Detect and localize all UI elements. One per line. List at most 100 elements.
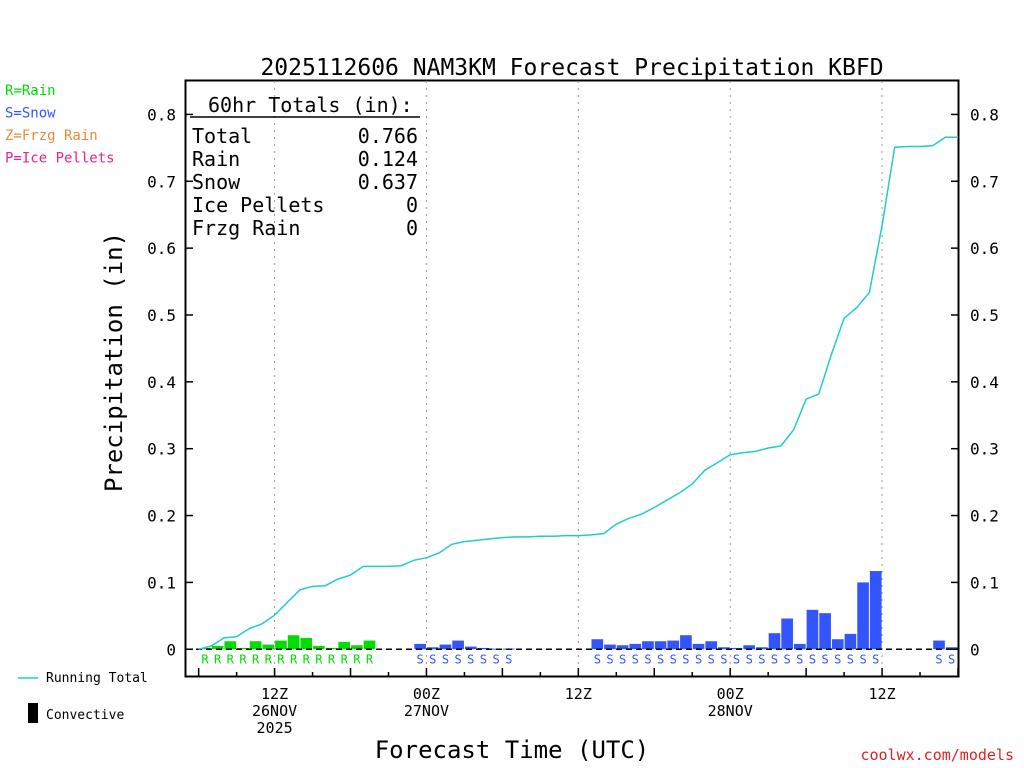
- convective-legend-label: Convective: [46, 708, 124, 723]
- type-marker-hour-44: S: [746, 652, 753, 666]
- type-marker-hour-40: S: [695, 652, 702, 666]
- type-marker-hour-14: R: [366, 652, 374, 666]
- totals-label-ice-pellets: Ice Pellets: [192, 193, 324, 217]
- bar-hour-20: [439, 644, 452, 650]
- y-tick-label-left-0.7: 0.7: [147, 172, 176, 191]
- bar-hour-48: [793, 643, 806, 650]
- bar-hour-52: [844, 633, 857, 650]
- bar-hour-49: [806, 609, 819, 650]
- type-marker-hour-60: S: [948, 652, 955, 666]
- type-marker-hour-7: R: [277, 652, 285, 666]
- type-marker-hour-43: S: [733, 652, 740, 666]
- type-marker-hour-39: S: [682, 652, 689, 666]
- bar-hour-10: [313, 645, 325, 650]
- totals-value-frzg-rain: 0: [406, 216, 418, 240]
- x-tick-label-18-0: 00Z: [413, 685, 440, 703]
- type-marker-hour-13: R: [353, 652, 361, 666]
- type-marker-hour-25: S: [505, 652, 512, 666]
- type-marker-hour-21: S: [454, 652, 461, 666]
- y-tick-label-right-0: 0: [970, 640, 980, 659]
- type-marker-hour-33: S: [606, 652, 613, 666]
- y-tick-label-right-0.2: 0.2: [970, 507, 999, 526]
- x-tick-label-18-1: 27NOV: [404, 702, 449, 720]
- type-marker-hour-12: R: [341, 652, 349, 666]
- type-marker-hour-45: S: [758, 652, 765, 666]
- bar-hour-34: [616, 645, 629, 650]
- type-marker-hour-52: S: [847, 652, 854, 666]
- x-tick-label-6-2: 2025: [257, 719, 293, 737]
- type-marker-hour-23: S: [480, 652, 487, 666]
- bar-hour-37: [654, 641, 667, 650]
- x-tick-label-54-0: 12Z: [869, 685, 896, 703]
- x-tick-label-42-1: 28NOV: [708, 702, 753, 720]
- convective-swatch: [28, 703, 38, 723]
- type-marker-hour-36: S: [644, 652, 651, 666]
- precip-type-legend: R=Rain S=Snow Z=Frzg Rain P=Ice Pellets: [5, 83, 115, 167]
- x-axis-title: Forecast Time (UTC): [375, 736, 650, 764]
- type-marker-hour-9: R: [303, 652, 311, 666]
- bar-hour-6: [262, 644, 275, 650]
- bar-hour-19: [426, 647, 439, 650]
- bar-hour-8: [287, 635, 300, 650]
- y-tick-label-right-0.7: 0.7: [970, 172, 999, 191]
- legend-type-frzg-rain: Z=Frzg Rain: [5, 128, 98, 144]
- type-marker-hour-1: R: [201, 652, 209, 666]
- type-marker-hour-5: R: [252, 652, 260, 666]
- bar-hour-33: [604, 644, 616, 650]
- type-marker-hour-51: S: [834, 652, 841, 666]
- y-tick-label-left-0.6: 0.6: [147, 239, 176, 258]
- day-divider-lines: [274, 81, 883, 676]
- x-tick-label-42-0: 00Z: [717, 685, 744, 703]
- series-legend: Running Total Convective: [18, 671, 148, 723]
- bar-hour-23: [477, 647, 490, 650]
- bar-hour-50: [819, 613, 831, 650]
- totals-box: 60hr Totals (in): Total 0.766 Rain 0.124…: [190, 93, 420, 240]
- bar-hour-2: [211, 645, 224, 650]
- type-marker-hour-59: S: [935, 652, 942, 666]
- x-tick-label-30-0: 12Z: [565, 685, 592, 703]
- type-marker-hour-47: S: [784, 652, 791, 666]
- type-marker-hour-46: S: [771, 652, 778, 666]
- chart-title: 2025112606 NAM3KM Forecast Precipitation…: [260, 55, 883, 81]
- y-tick-label-right-0.8: 0.8: [970, 105, 999, 124]
- x-tick-label-6-0: 12Z: [261, 685, 288, 703]
- type-marker-hour-37: S: [657, 652, 664, 666]
- y-tick-label-right-0.6: 0.6: [970, 239, 999, 258]
- bar-hour-60: [945, 647, 958, 650]
- bar-hour-53: [857, 582, 869, 650]
- bar-hour-14: [363, 640, 376, 650]
- plot-frame: [184, 79, 960, 678]
- hourly-bars: [199, 571, 958, 650]
- legend-type-snow: S=Snow: [5, 106, 56, 122]
- x-tick-label-6-1: 26NOV: [252, 702, 297, 720]
- y-tick-label-left-0: 0: [166, 640, 176, 659]
- y-axis-title: Precipitation (in): [100, 232, 128, 492]
- bar-hour-7: [275, 640, 287, 650]
- type-marker-hour-49: S: [809, 652, 816, 666]
- y-tick-label-right-0.4: 0.4: [970, 373, 999, 392]
- bar-hour-3: [224, 641, 237, 650]
- bar-hour-39: [680, 635, 692, 650]
- bar-hour-44: [743, 645, 756, 650]
- type-marker-hour-4: R: [239, 652, 247, 666]
- type-marker-hour-20: S: [442, 652, 449, 666]
- bar-hour-12: [338, 641, 351, 650]
- type-marker-hour-10: R: [315, 652, 323, 666]
- bar-hour-42: [718, 647, 730, 650]
- totals-label-snow: Snow: [192, 170, 241, 194]
- type-marker-hour-35: S: [632, 652, 639, 666]
- totals-heading: 60hr Totals (in):: [208, 93, 413, 117]
- y-tick-label-left-0.8: 0.8: [147, 105, 176, 124]
- bar-hour-47: [781, 618, 793, 650]
- y-tick-label-left-0.2: 0.2: [147, 507, 176, 526]
- bar-hour-18: [414, 643, 426, 650]
- y-axis: 0 00.1 0.10.2 0.20.3 0.30.4 0.40.5 0.50.6 0.60.…: [147, 105, 999, 659]
- type-marker-hour-32: S: [594, 652, 601, 666]
- type-marker-hour-8: R: [290, 652, 298, 666]
- legend-type-ice-pellets: P=Ice Pellets: [5, 151, 115, 167]
- type-marker-hour-50: S: [821, 652, 828, 666]
- running-total-line: [198, 136, 958, 651]
- totals-value-ice-pellets: 0: [406, 193, 418, 217]
